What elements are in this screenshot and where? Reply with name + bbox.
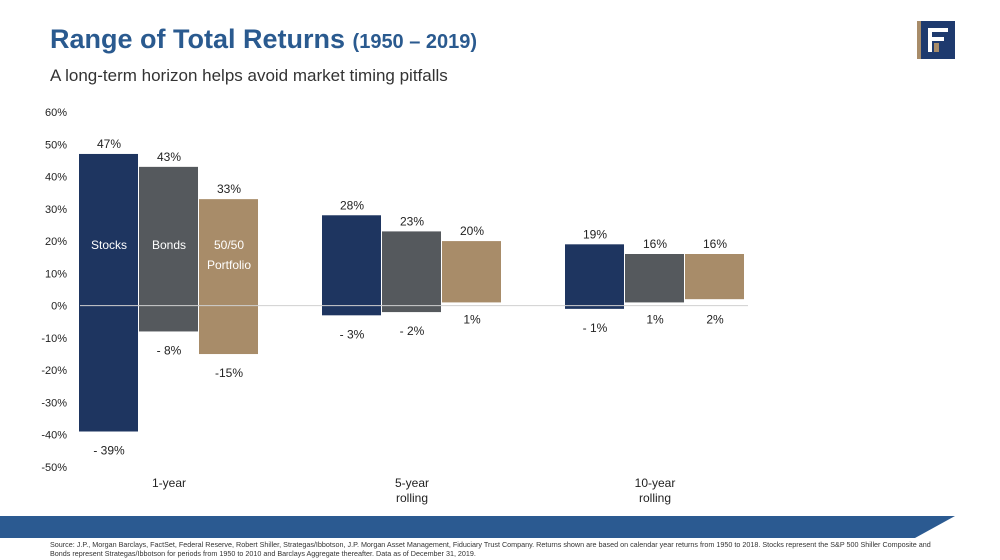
low-value-label: - 2%	[400, 324, 425, 338]
low-value-label: 2%	[706, 313, 724, 327]
high-value-label: 16%	[643, 237, 667, 251]
category-label: rolling	[396, 491, 428, 505]
bar	[685, 254, 744, 300]
low-value-label: - 3%	[340, 327, 365, 341]
high-value-label: 19%	[583, 227, 607, 241]
y-tick-label: 0%	[51, 301, 67, 313]
y-tick-label: 40%	[45, 172, 67, 184]
bar	[625, 254, 684, 303]
fiduciary-trust-logo-icon	[917, 21, 955, 59]
bar	[79, 153, 138, 432]
y-tick-label: 10%	[45, 268, 67, 280]
bar	[382, 231, 441, 313]
y-tick-label: 30%	[45, 204, 67, 216]
series-name-label: Portfolio	[207, 258, 251, 272]
y-tick-label: -30%	[41, 397, 67, 409]
bar	[565, 244, 624, 309]
series-name-label: Bonds	[152, 238, 186, 252]
low-value-label: - 39%	[93, 444, 125, 458]
high-value-label: 23%	[400, 214, 424, 228]
category-label: 1-year	[152, 476, 186, 490]
bar	[322, 215, 381, 316]
source-note: Source: J.P., Morgan Barclays, FactSet, …	[50, 540, 931, 558]
y-tick-label: 50%	[45, 139, 67, 151]
bar	[139, 166, 198, 332]
y-tick-label: 60%	[45, 107, 67, 119]
category-label: 5-year	[395, 476, 429, 490]
category-label: rolling	[639, 491, 671, 505]
y-tick-label: 20%	[45, 236, 67, 248]
title-years: (1950 – 2019)	[352, 31, 478, 53]
bar	[442, 241, 501, 303]
high-value-label: 47%	[97, 137, 121, 151]
returns-chart: 60% 50% 40% 30% 20% 10% 0% -10% -20% -30% -40% -50%…	[41, 107, 748, 505]
y-tick-label: -10%	[41, 333, 67, 345]
page-title: Range of Total Returns (1950 – 2019)	[50, 24, 477, 55]
y-tick-label: -40%	[41, 430, 67, 442]
low-value-label: - 1%	[583, 321, 608, 335]
high-value-label: 43%	[157, 150, 181, 164]
low-value-label: -15%	[215, 366, 243, 380]
low-value-label: - 8%	[157, 343, 182, 357]
high-value-label: 16%	[703, 237, 727, 251]
page-subtitle: A long-term horizon helps avoid market t…	[50, 66, 448, 85]
high-value-label: 20%	[460, 224, 484, 238]
high-value-label: 33%	[217, 182, 241, 196]
series-name-label: Stocks	[91, 238, 127, 252]
y-tick-label: -20%	[41, 365, 67, 377]
y-tick-label: -50%	[41, 462, 67, 474]
bar	[199, 199, 258, 355]
low-value-label: 1%	[463, 313, 481, 327]
category-label: 10-year	[635, 476, 676, 490]
title-text: Range of Total Returns	[50, 24, 346, 54]
series-name-label: 50/50	[214, 238, 244, 252]
low-value-label: 1%	[646, 313, 664, 327]
high-value-label: 28%	[340, 198, 364, 212]
footer-band	[0, 516, 955, 538]
